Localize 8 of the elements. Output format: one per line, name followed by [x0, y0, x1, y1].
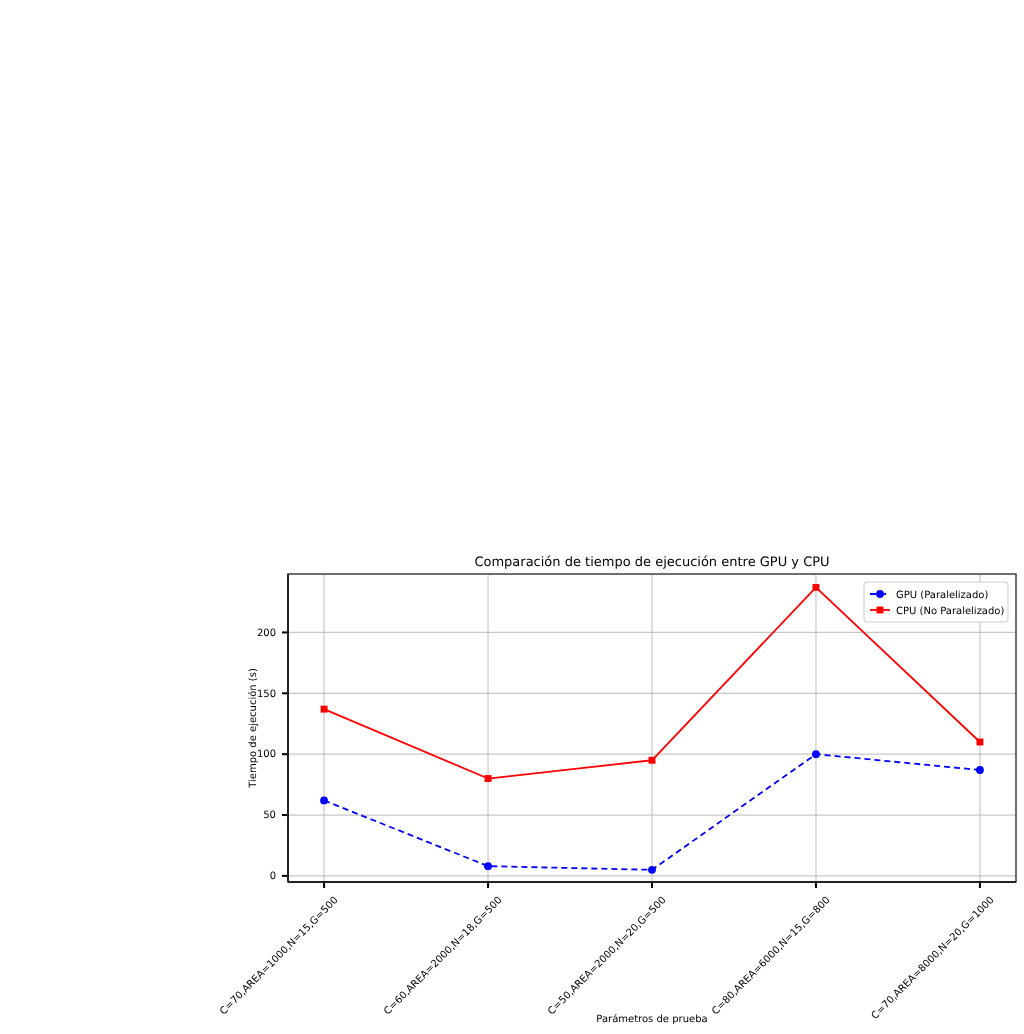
- point: [484, 775, 492, 782]
- point: [812, 583, 820, 591]
- point: [320, 796, 328, 805]
- point: [648, 865, 656, 874]
- point: [484, 862, 492, 871]
- point: [976, 766, 984, 774]
- point: [812, 750, 820, 759]
- point: [320, 705, 328, 713]
